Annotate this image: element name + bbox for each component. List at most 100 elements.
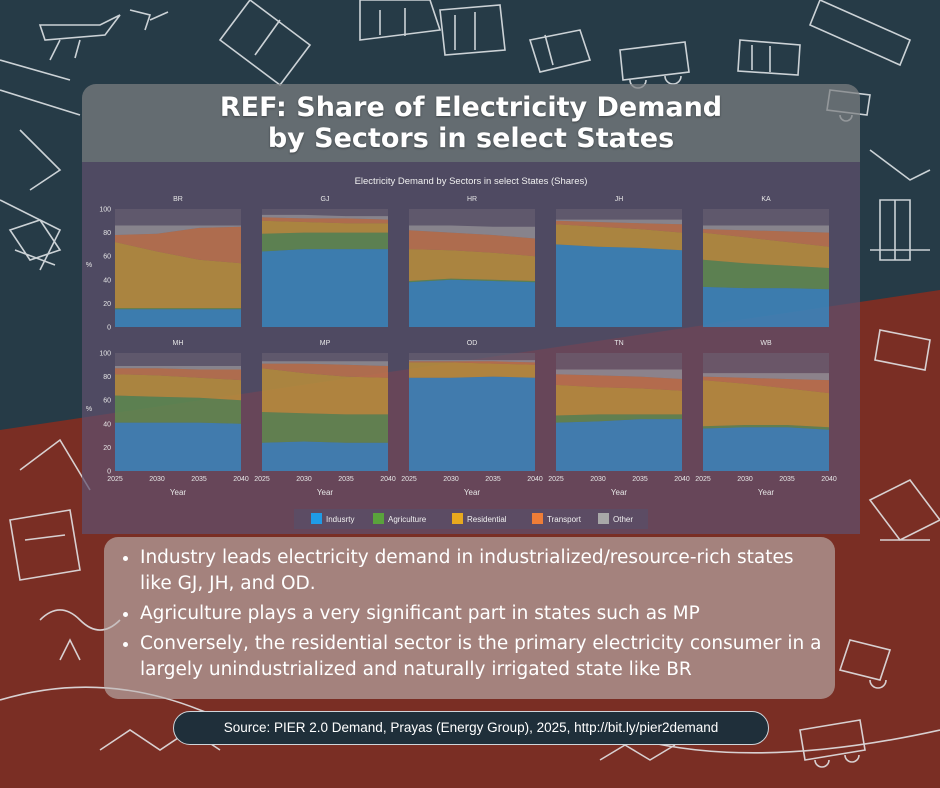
area-industry	[115, 309, 241, 327]
panel-gj: GJ	[262, 196, 388, 327]
legend-label-other: Other	[613, 515, 633, 524]
title-card	[82, 84, 860, 162]
y-tick-label: 60	[103, 398, 111, 405]
area-agriculture	[703, 259, 829, 290]
y-axis-label: %	[86, 406, 92, 413]
area-transport	[115, 226, 241, 264]
y-tick-label: 0	[107, 325, 111, 332]
x-tick-label: 2030	[149, 476, 165, 483]
x-tick-label: 2040	[527, 476, 543, 483]
x-axis-label: Year	[317, 488, 334, 497]
title-line-2: by Sectors in select States	[267, 123, 675, 154]
panel-label: KA	[761, 196, 771, 203]
area-other	[409, 360, 535, 363]
area-industry	[409, 279, 535, 327]
area-other	[556, 219, 682, 225]
area-industry	[115, 422, 241, 471]
x-tick-label: 2035	[632, 476, 648, 483]
area-transport	[409, 230, 535, 257]
x-tick-label: 2025	[107, 476, 123, 483]
area-residential	[556, 384, 682, 416]
y-tick-label: 20	[103, 301, 111, 308]
panel-label: TN	[614, 340, 623, 347]
y-tick-label: 20	[103, 445, 111, 452]
area-other	[262, 214, 388, 220]
chart-title: Electricity Demand by Sectors in select …	[355, 176, 588, 187]
legend-label-transport: Transport	[547, 515, 582, 524]
panel-label: JH	[615, 196, 624, 203]
x-axis-label: Year	[170, 488, 187, 497]
area-transport	[556, 374, 682, 391]
x-tick-label: 2040	[821, 476, 837, 483]
panel-label: WB	[760, 340, 772, 347]
y-tick-label: 100	[99, 207, 111, 214]
x-tick-label: 2030	[296, 476, 312, 483]
area-transport	[409, 361, 535, 365]
x-tick-label: 2035	[485, 476, 501, 483]
legend-swatch-agriculture	[373, 513, 384, 524]
legend-label-agriculture: Agriculture	[388, 515, 427, 524]
area-industry	[262, 249, 388, 327]
area-industry	[703, 427, 829, 471]
area-industry	[556, 419, 682, 471]
panel-mp: MP 2025 2030 2035 2040 Year	[254, 340, 396, 497]
area-residential	[703, 232, 829, 268]
x-tick-label: 2040	[674, 476, 690, 483]
y-tick-label: 100	[99, 351, 111, 358]
y-tick-label: 80	[103, 374, 111, 381]
x-axis-label: Year	[758, 488, 775, 497]
panel-label: MH	[173, 340, 184, 347]
bullet-item: Agriculture plays a very significant par…	[140, 601, 823, 627]
x-tick-label: 2030	[737, 476, 753, 483]
page-title: REF: Share of Electricity Demand by Sect…	[82, 92, 860, 154]
x-tick-label: 2040	[233, 476, 249, 483]
panel-label: OD	[467, 340, 478, 347]
area-other	[115, 366, 241, 370]
bullet-points-box: Industry leads electricity demand in ind…	[104, 537, 835, 699]
area-transport	[262, 217, 388, 224]
panel-br: BR 0 20 40 60 80 100%	[86, 196, 241, 332]
area-industry	[556, 244, 682, 327]
area-other	[409, 225, 535, 239]
area-transport	[703, 229, 829, 247]
x-tick-label: 2030	[590, 476, 606, 483]
panel-label: MP	[320, 340, 331, 347]
area-agriculture	[556, 414, 682, 423]
y-tick-label: 80	[103, 230, 111, 237]
y-axis-label: %	[86, 262, 92, 269]
area-agriculture	[262, 412, 388, 443]
area-other	[115, 225, 241, 235]
legend-label-industry: Indusrty	[326, 515, 354, 524]
panel-wb: WB 2025 2030 2035 2040 Year	[695, 340, 837, 497]
x-tick-label: 2040	[380, 476, 396, 483]
area-transport	[556, 220, 682, 233]
area-agriculture	[115, 308, 241, 310]
area-residential	[115, 242, 241, 309]
y-tick-label: 40	[103, 277, 111, 284]
area-industry	[262, 441, 388, 471]
y-tick-label: 0	[107, 469, 111, 476]
area-transport	[262, 363, 388, 378]
area-agriculture	[409, 278, 535, 283]
y-tick-label: 40	[103, 421, 111, 428]
y-tick-label: 60	[103, 254, 111, 261]
area-residential	[115, 374, 241, 401]
area-industry	[409, 376, 535, 471]
x-tick-label: 2025	[695, 476, 711, 483]
area-residential	[262, 368, 388, 415]
area-other	[703, 225, 829, 233]
x-axis-label: Year	[611, 488, 628, 497]
legend-swatch-other	[598, 513, 609, 524]
x-tick-label: 2025	[254, 476, 270, 483]
area-other	[703, 373, 829, 381]
panel-tn: TN 2025 2030 2035 2040 Year	[548, 340, 690, 497]
legend-swatch-residential	[452, 513, 463, 524]
panel-label: HR	[467, 196, 477, 203]
panel-label: BR	[173, 196, 183, 203]
area-agriculture	[703, 425, 829, 430]
x-axis-label: Year	[464, 488, 481, 497]
area-transport	[115, 368, 241, 381]
bullet-item: Industry leads electricity demand in ind…	[140, 545, 823, 597]
panel-ka: KA	[703, 196, 829, 327]
x-tick-label: 2035	[779, 476, 795, 483]
